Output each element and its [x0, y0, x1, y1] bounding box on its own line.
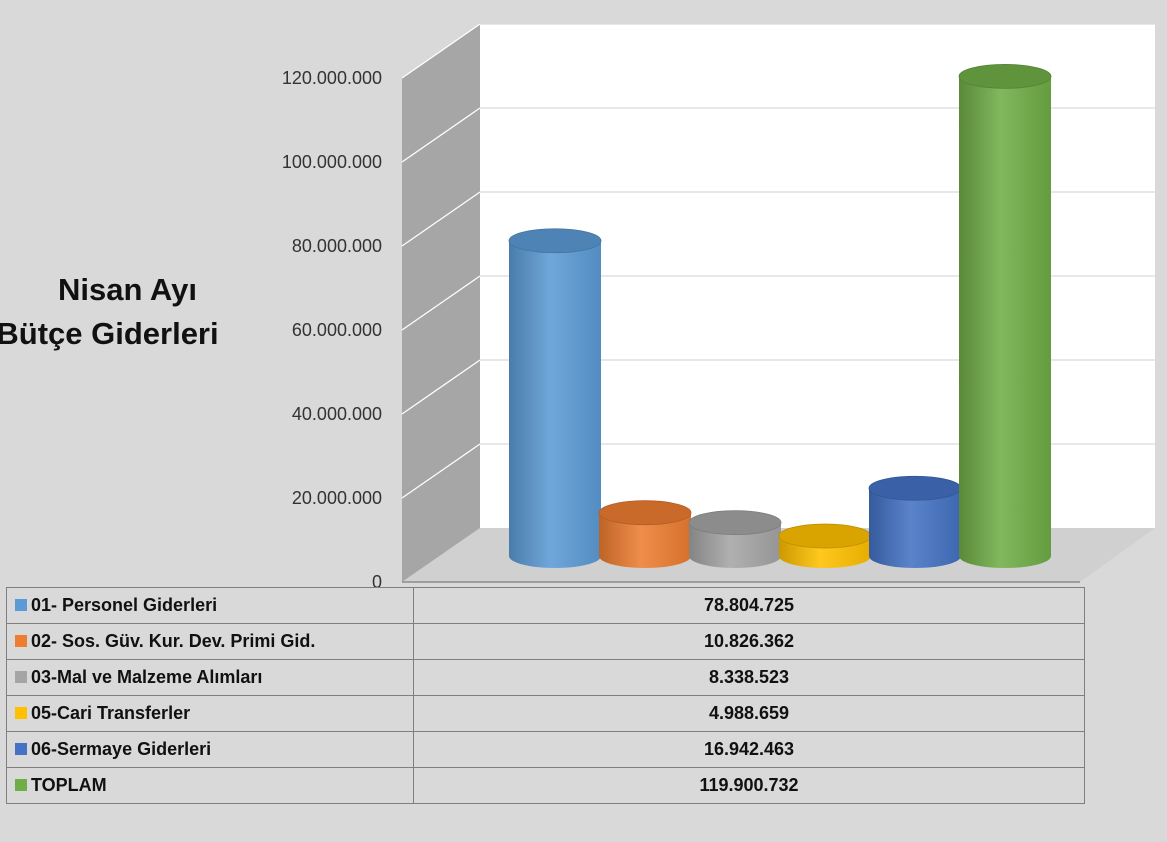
y-tick-label: 80.000.000: [292, 236, 382, 256]
side-gridline: [401, 443, 481, 499]
value-cell: 8.338.523: [413, 659, 1085, 696]
y-tick-label: 120.000.000: [282, 68, 382, 88]
bar-03-mal-ve-malzeme-al-mlar: [688, 510, 782, 568]
legend-label-cell: 02- Sos. Güv. Kur. Dev. Primi Gid.: [6, 623, 414, 660]
side-gridline: [401, 191, 481, 247]
chart-title-line-2: Bütçe Giderleri: [0, 316, 219, 352]
legend-label-cell: 06-Sermaye Giderleri: [6, 731, 414, 768]
bar-top: [688, 510, 782, 536]
side-gridline: [401, 359, 481, 415]
chart-title-line-1: Nisan Ayı: [58, 272, 197, 307]
bar-top: [958, 63, 1052, 89]
bar-body: [509, 240, 601, 568]
bar-top: [508, 228, 602, 254]
legend-swatch: [15, 779, 27, 791]
series-name: 01- Personel Giderleri: [31, 595, 218, 615]
side-gridline: [401, 275, 481, 331]
legend-swatch: [15, 599, 27, 611]
bar-toplam: [958, 63, 1052, 569]
legend-swatch: [15, 671, 27, 683]
bar-06-sermaye-giderleri: [868, 475, 962, 568]
table-row: TOPLAM 119.900.732: [6, 767, 1085, 804]
series-name: TOPLAM: [31, 775, 107, 795]
bar-top: [598, 500, 692, 526]
legend-swatch: [15, 707, 27, 719]
bar-body: [869, 488, 961, 568]
table-row: 02- Sos. Güv. Kur. Dev. Primi Gid. 10.826…: [6, 623, 1085, 660]
side-gridline: [401, 107, 481, 163]
series-name: 02- Sos. Güv. Kur. Dev. Primi Gid.: [31, 631, 316, 651]
table-row: 01- Personel Giderleri 78.804.725: [6, 587, 1085, 624]
legend-label-cell: TOPLAM: [6, 767, 414, 804]
chart-bars: [508, 63, 1052, 569]
bar-top: [778, 523, 872, 549]
bar-top: [868, 475, 962, 501]
series-name: 05-Cari Transferler: [31, 703, 191, 723]
y-tick-label: 100.000.000: [282, 152, 382, 172]
bar-body: [599, 512, 691, 568]
series-name: 03-Mal ve Malzeme Alımları: [31, 667, 263, 687]
legend-swatch: [15, 635, 27, 647]
table-row: 06-Sermaye Giderleri 16.942.463: [6, 731, 1085, 768]
bar-02-sos-g-v-kur-dev-primi-gid: [598, 500, 692, 568]
bar-body: [689, 522, 781, 568]
bar-05-cari-transferler: [778, 523, 872, 568]
bar-01-personel-giderleri: [508, 228, 602, 568]
value-cell: 78.804.725: [413, 587, 1085, 624]
y-tick-label: 60.000.000: [292, 320, 382, 340]
value-cell: 119.900.732: [413, 767, 1085, 804]
legend-label-cell: 03-Mal ve Malzeme Alımları: [6, 659, 414, 696]
table-row: 05-Cari Transferler 4.988.659: [6, 695, 1085, 732]
y-axis-tick-labels: 0 20.000.000 40.000.000 60.000.000 80.000.00…: [282, 68, 382, 592]
legend-swatch: [15, 743, 27, 755]
value-cell: 16.942.463: [413, 731, 1085, 768]
series-name: 06-Sermaye Giderleri: [31, 739, 212, 759]
chart-title: Nisan Ayı Bütçe Giderleri: [0, 268, 245, 356]
data-table: 01- Personel Giderleri 78.804.725 02- Sos.…: [6, 587, 1085, 804]
bar-body: [959, 76, 1051, 569]
legend-label-cell: 05-Cari Transferler: [6, 695, 414, 732]
legend-label-cell: 01- Personel Giderleri: [6, 587, 414, 624]
value-cell: 4.988.659: [413, 695, 1085, 732]
y-tick-label: 40.000.000: [292, 404, 382, 424]
value-cell: 10.826.362: [413, 623, 1085, 660]
y-tick-label: 0: [372, 572, 382, 592]
y-tick-label: 20.000.000: [292, 488, 382, 508]
table-row: 03-Mal ve Malzeme Alımları 8.338.523: [6, 659, 1085, 696]
side-gridline: [401, 23, 481, 79]
